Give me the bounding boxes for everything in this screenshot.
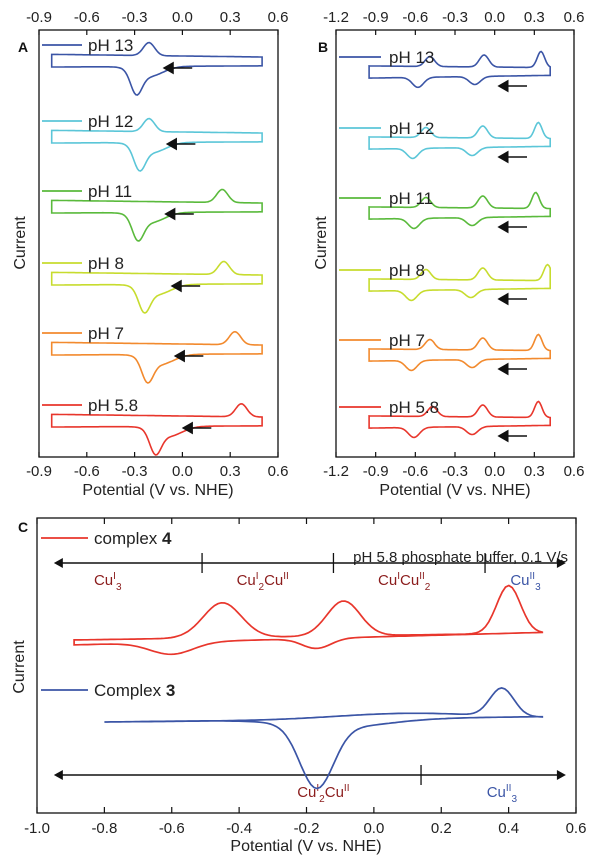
panel-b-bottom-tick-label: 0.0 — [484, 463, 505, 480]
panel-b-top-tick-label: 0.3 — [524, 9, 545, 26]
panel-a-bottom-tick-label: -0.9 — [26, 463, 52, 480]
panel-b-bottom-tick-label: 0.6 — [564, 463, 585, 480]
panel-b-cv-curve — [368, 400, 551, 439]
panel-a-cv-curve — [50, 402, 263, 456]
panel-a-bottom-tick-label: 0.0 — [172, 463, 193, 480]
panel-c-ylabel: Current — [11, 640, 28, 694]
complex-3-legend-label: Complex 3 — [94, 681, 175, 700]
panel-b-legend-label: pH 8 — [389, 261, 425, 280]
panel-c-tick-label: -0.6 — [159, 820, 185, 837]
panel-a-legend-label: pH 5.8 — [88, 396, 138, 415]
panel-b-top-tick-label: -1.2 — [323, 9, 349, 26]
complex-4-cv-curve — [73, 584, 544, 656]
panel-c-ticks: -1.0 -0.8 -0.6 -0.4 -0.2 0.0 0.2 0.4 0.6 — [24, 518, 586, 837]
panel-a-legend-label: pH 11 — [88, 182, 132, 201]
panel-b-legend-label: pH 13 — [389, 48, 434, 67]
panel-a-legend-label: pH 8 — [88, 254, 124, 273]
panel-c-tick-label: 0.4 — [498, 820, 519, 837]
panel-b-ylabel: Current — [313, 216, 330, 270]
panel-a-bottom-tick-label: 0.6 — [268, 463, 289, 480]
panel-a: A Current Potential (V vs. NHE) -0.9-0.9… — [12, 9, 288, 499]
panel-c-bottom-region-arrow-left-head — [53, 770, 63, 780]
panel-b: B Current Potential (V vs. NHE) -1.2-1.2… — [313, 9, 584, 499]
panel-a-legend-label: pH 12 — [88, 112, 133, 131]
panel-b-bottom-tick-label: -0.3 — [442, 463, 468, 480]
panel-a-curves: pH 13 pH 12 pH 11 pH 8 pH 7 pH 5.8 — [42, 36, 263, 456]
panel-a-legend-label: pH 7 — [88, 324, 124, 343]
panel-c-tick-label: 0.0 — [363, 820, 384, 837]
panel-b-top-tick-label: -0.9 — [363, 9, 389, 26]
panel-a-ticks: -0.9 -0.9 -0.6 -0.6 -0.3 -0.3 0.0 0.0 0.3 0.3 0.6 0… — [26, 9, 288, 480]
panel-a-cv-curve — [50, 188, 263, 242]
panel-a-cv-curve — [50, 41, 263, 96]
panel-a-xlabel: Potential (V vs. NHE) — [82, 482, 233, 499]
panel-c-tick-label: 0.2 — [431, 820, 452, 837]
panel-b-legend-label: pH 7 — [389, 331, 425, 350]
panel-a-legend-label: pH 13 — [88, 36, 133, 55]
panel-b-top-tick-label: 0.6 — [564, 9, 585, 26]
panel-b-top-tick-label: -0.6 — [402, 9, 428, 26]
panel-c-region-label: CuI2CuII — [237, 571, 289, 593]
panel-c-tick-label: -1.0 — [24, 820, 50, 837]
panel-a-bottom-tick-label: -0.6 — [74, 463, 100, 480]
panel-c-top-region-arrow-left-head — [53, 558, 63, 568]
panel-c-region-label: CuICuII2 — [378, 571, 431, 593]
panel-b-bottom-tick-label: 0.3 — [524, 463, 545, 480]
panel-b-letter: B — [318, 39, 328, 55]
panel-b-bottom-tick-label: -1.2 — [323, 463, 349, 480]
panel-a-bottom-tick-label: -0.3 — [122, 463, 148, 480]
panel-c-tick-label: -0.4 — [226, 820, 252, 837]
panel-a-cv-curve — [50, 117, 263, 172]
panel-b-xlabel: Potential (V vs. NHE) — [379, 482, 530, 499]
complex-3-cv-curve — [104, 687, 544, 790]
panel-c-curves: complex 4 Complex 3 — [41, 529, 544, 790]
panel-c-region-label: CuII3 — [487, 783, 518, 805]
panel-b-cv-curve — [368, 263, 551, 302]
panel-b-cv-curve — [368, 333, 551, 372]
panel-c-tick-label: 0.6 — [566, 820, 587, 837]
panel-b-legend-label: pH 5.8 — [389, 398, 439, 417]
panel-a-frame — [38, 29, 279, 458]
panel-b-legend-label: pH 12 — [389, 119, 434, 138]
panel-b-ticks: -1.2 -1.2 -0.9 -0.9 -0.6 -0.6 -0.3 -0.3 0.0 0.0 0.… — [323, 9, 584, 480]
panel-a-top-tick-label: -0.9 — [26, 9, 52, 26]
panel-c-xlabel: Potential (V vs. NHE) — [230, 838, 381, 855]
panel-b-bottom-tick-label: -0.6 — [402, 463, 428, 480]
panel-a-top-tick-label: -0.3 — [122, 9, 148, 26]
panel-a-top-tick-label: -0.6 — [74, 9, 100, 26]
panel-b-frame — [335, 29, 575, 458]
panel-a-cv-curve — [50, 330, 263, 384]
panel-b-cv-curve — [368, 121, 551, 160]
panel-c-top-region-arrow-right-head — [556, 558, 566, 568]
panel-c-region-label: CuI2CuII — [297, 783, 349, 805]
panel-a-top-tick-label: 0.3 — [220, 9, 241, 26]
panel-c-regions: CuI3 CuI2CuII CuICuII2 CuII3 CuI2CuII CuII3 — [53, 553, 566, 805]
panel-a-bottom-tick-label: 0.3 — [220, 463, 241, 480]
panel-a-top-tick-label: 0.6 — [268, 9, 289, 26]
panel-a-ylabel: Current — [12, 216, 29, 270]
panel-a-cv-curve — [50, 260, 263, 314]
panel-c-tick-label: -0.2 — [294, 820, 320, 837]
panel-b-cv-curve — [368, 191, 551, 230]
panel-c-bottom-region-arrow-right-head — [556, 770, 566, 780]
panel-a-letter: A — [18, 39, 28, 55]
panel-b-cv-curve — [368, 50, 551, 89]
panel-c-region-label: CuII3 — [510, 571, 541, 593]
panel-b-bottom-tick-label: -0.9 — [363, 463, 389, 480]
panel-a-top-tick-label: 0.0 — [172, 9, 193, 26]
panel-b-legend-label: pH 11 — [389, 189, 433, 208]
complex-4-legend-label: complex 4 — [94, 529, 172, 548]
panel-b-top-tick-label: 0.0 — [484, 9, 505, 26]
panel-b-top-tick-label: -0.3 — [442, 9, 468, 26]
panel-c-tick-label: -0.8 — [91, 820, 117, 837]
panel-c: C Current Potential (V vs. NHE) pH 5.8 p… — [11, 517, 586, 855]
panel-b-curves: pH 13 pH 12 pH 11 pH 8 pH 7 pH 5.8 — [339, 48, 551, 443]
panel-c-annotation: pH 5.8 phosphate buffer, 0.1 V/s — [353, 549, 568, 566]
panel-c-letter: C — [18, 519, 28, 535]
panel-c-region-label: CuI3 — [94, 571, 122, 593]
